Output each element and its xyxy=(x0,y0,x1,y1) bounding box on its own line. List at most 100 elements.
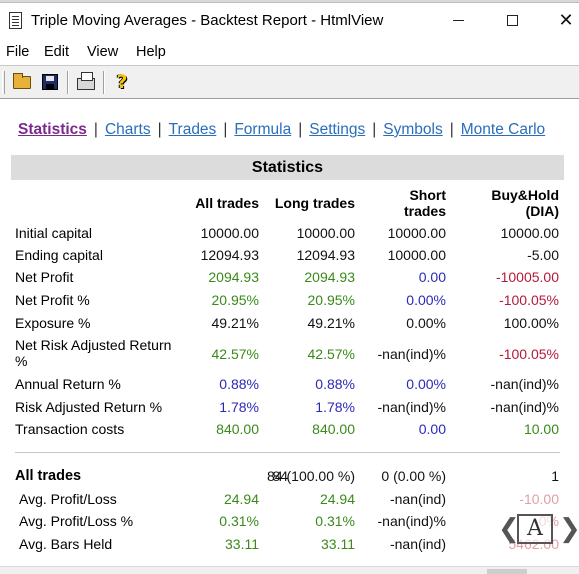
value-cell: 49.21% xyxy=(211,315,259,331)
open-folder-icon xyxy=(13,72,31,89)
close-icon: ✕ xyxy=(558,10,574,30)
row-label-transaction-costs: Transaction costs xyxy=(15,421,125,437)
row-label-net-profit-pct: Net Profit % xyxy=(15,292,90,308)
maximize-button[interactable] xyxy=(489,3,535,38)
nav-link-settings[interactable]: Settings xyxy=(309,121,366,138)
menu-edit[interactable]: Edit xyxy=(44,44,69,60)
row-label-annual-return: Annual Return % xyxy=(15,376,121,392)
nav-separator: | xyxy=(449,121,454,138)
text-size-icon[interactable]: A xyxy=(517,514,553,544)
value-cell: 840.00 xyxy=(216,421,259,437)
value-cell: 0.88% xyxy=(219,376,259,392)
toolbar-divider xyxy=(103,71,105,94)
section-divider xyxy=(15,452,560,453)
nav-link-charts[interactable]: Charts xyxy=(104,121,151,138)
menu-help[interactable]: Help xyxy=(136,44,166,60)
toolbar-grip[interactable] xyxy=(2,71,5,94)
app-document-icon xyxy=(9,12,22,29)
minimize-icon xyxy=(452,20,464,21)
value-cell: 0.31% xyxy=(219,513,259,529)
value-cell: 84 (100.00 %) xyxy=(267,468,355,484)
print-button[interactable] xyxy=(74,71,98,93)
value-cell: -nan(ind)% xyxy=(490,376,559,392)
save-button[interactable] xyxy=(38,71,62,93)
chevron-right-icon[interactable]: ❯ xyxy=(559,514,579,544)
help-icon: ? xyxy=(116,71,128,93)
value-cell: 2094.93 xyxy=(208,269,259,285)
menu-view[interactable]: View xyxy=(87,44,119,60)
save-disk-icon xyxy=(42,74,58,90)
nav-link-formula[interactable]: Formula xyxy=(234,121,292,138)
value-cell: 10000.00 xyxy=(500,225,559,241)
value-cell: -100.05% xyxy=(499,292,559,308)
value-cell: 10000.00 xyxy=(200,225,259,241)
value-cell: 33.11 xyxy=(225,536,259,552)
row-label-all-trades: All trades xyxy=(15,468,82,484)
value-cell: 1 xyxy=(551,468,559,484)
nav-link-monte-carlo[interactable]: Monte Carlo xyxy=(460,121,546,138)
column-header-all-trades: All trades xyxy=(195,195,259,211)
title-bar: Triple Moving Averages - Backtest Report… xyxy=(0,3,579,38)
chevron-left-icon[interactable]: ❮ xyxy=(498,514,520,544)
horizontal-scrollbar[interactable] xyxy=(0,566,579,574)
background-window-strip xyxy=(0,0,579,3)
value-cell: 0.00 xyxy=(418,269,446,285)
value-cell: -nan(ind)% xyxy=(377,346,446,362)
value-cell: 2094.93 xyxy=(304,269,355,285)
font-size-overlay[interactable]: ❮ A ❯ xyxy=(498,512,579,546)
value-cell: 100.00% xyxy=(503,315,559,331)
row-label-initial-capital: Initial capital xyxy=(15,225,93,241)
open-button[interactable] xyxy=(10,71,34,93)
value-cell: 10.00 xyxy=(523,421,559,437)
nav-link-trades[interactable]: Trades xyxy=(168,121,217,138)
value-cell: 49.21% xyxy=(307,315,355,331)
value-cell: 10000.00 xyxy=(387,247,446,263)
menu-file[interactable]: File xyxy=(6,44,30,60)
menu-separator xyxy=(0,65,579,66)
value-cell: -5.00 xyxy=(527,247,559,263)
value-cell: 0.00% xyxy=(406,292,446,308)
value-cell: 1.78% xyxy=(315,399,355,415)
value-cell: 0 (0.00 %) xyxy=(381,468,446,484)
row-label-net-profit: Net Profit xyxy=(15,269,74,285)
maximize-icon xyxy=(506,15,518,26)
column-header-long-trades: Long trades xyxy=(274,195,355,211)
close-button[interactable]: ✕ xyxy=(543,3,579,38)
toolbar-divider xyxy=(67,71,69,94)
value-cell: 42.57% xyxy=(307,346,355,362)
column-header-buy-hold: Buy&Hold (DIA) xyxy=(491,187,559,219)
value-cell: -nan(ind)% xyxy=(490,399,559,415)
nav-separator: | xyxy=(223,121,228,138)
column-header-short-trades: Short trades xyxy=(403,187,446,219)
value-cell: -10005.00 xyxy=(495,269,559,285)
value-cell: 20.95% xyxy=(307,292,355,308)
nav-link-symbols[interactable]: Symbols xyxy=(383,121,443,138)
row-label-avg-profit-loss: Avg. Profit/Loss xyxy=(19,491,117,507)
value-cell: -nan(ind) xyxy=(389,536,446,552)
value-cell: 1.78% xyxy=(219,399,259,415)
menu-bar: File Edit View Help xyxy=(0,40,579,64)
nav-separator: | xyxy=(157,121,162,138)
help-button[interactable]: ? xyxy=(110,71,134,93)
nav-separator: | xyxy=(298,121,303,138)
value-cell: 84 xyxy=(272,468,288,484)
value-cell: 42.57% xyxy=(211,346,259,362)
value-cell: 12094.93 xyxy=(296,247,355,263)
row-label-ending-capital: Ending capital xyxy=(15,247,103,263)
value-cell: 10000.00 xyxy=(296,225,355,241)
value-cell: 0.00% xyxy=(406,376,446,392)
value-cell: 0.00% xyxy=(406,315,446,331)
scrollbar-thumb[interactable] xyxy=(487,569,527,574)
minimize-button[interactable] xyxy=(435,3,481,38)
value-cell: -nan(ind)% xyxy=(377,513,446,529)
nav-link-statistics[interactable]: Statistics xyxy=(18,121,87,138)
value-cell: 0.88% xyxy=(315,376,355,392)
value-cell: 840.00 xyxy=(312,421,355,437)
report-view: Statistics | Charts | Trades | Formula | Setting… xyxy=(0,100,579,574)
value-cell: -nan(ind) xyxy=(389,491,446,507)
value-cell: 0.31% xyxy=(315,513,355,529)
nav-separator: | xyxy=(93,121,98,138)
nav-separator: | xyxy=(372,121,377,138)
value-cell: 10000.00 xyxy=(387,225,446,241)
value-cell: 20.95% xyxy=(211,292,259,308)
